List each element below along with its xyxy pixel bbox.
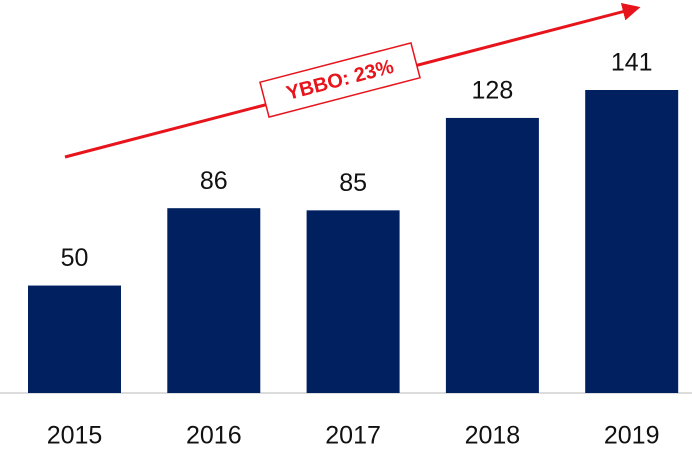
x-tick-label: 2018 xyxy=(465,422,521,450)
bar xyxy=(585,90,679,393)
value-label: 141 xyxy=(611,49,653,77)
x-tick-label: 2019 xyxy=(604,422,660,450)
bar xyxy=(306,210,400,393)
x-tick-label: 2015 xyxy=(47,422,103,450)
x-tick-label: 2017 xyxy=(325,422,381,450)
annotation-box xyxy=(259,42,421,118)
value-label: 128 xyxy=(472,77,514,105)
value-label: 50 xyxy=(61,244,89,272)
value-label: 86 xyxy=(200,167,228,195)
bar xyxy=(167,208,261,393)
bar xyxy=(28,285,121,393)
annotation: YBBO: 23% xyxy=(259,42,421,118)
x-tick-label: 2016 xyxy=(186,422,242,450)
value-label: 85 xyxy=(339,169,367,197)
bar xyxy=(445,117,539,394)
